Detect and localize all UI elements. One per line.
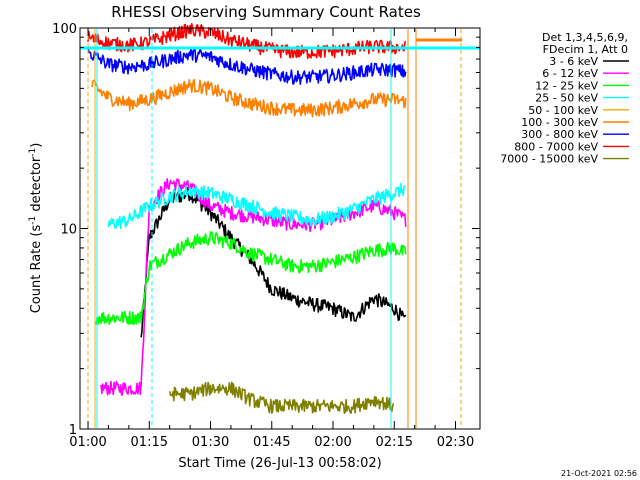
x-axis: 01:00 01:15 01:30 01:45 02:00 02:15 02:30 xyxy=(69,28,474,450)
series-3-line xyxy=(107,182,406,230)
y-tick-label-0: 1 xyxy=(69,423,77,438)
x-tick-label-0: 01:00 xyxy=(69,435,106,450)
marker-lines xyxy=(80,29,480,428)
plot-frame xyxy=(79,27,481,430)
y-tick-label-2: 100 xyxy=(52,22,77,37)
chart-title: RHESSI Observing Summary Count Rates xyxy=(111,3,421,21)
series-2-line xyxy=(95,231,407,326)
legend-entry-2: 12 - 25 keV xyxy=(535,79,598,92)
x-tick-label-6: 02:30 xyxy=(437,435,474,450)
x-tick-label-2: 01:30 xyxy=(192,435,229,450)
legend-header-1: FDecim 1, Att 0 xyxy=(543,43,628,56)
y-axis: 1 10 100 xyxy=(52,22,480,438)
y-axis-label-end: ) xyxy=(29,143,44,148)
series-7-line xyxy=(87,22,407,60)
x-tick-label-5: 02:15 xyxy=(376,435,413,450)
y-axis-label-sup2: -1 xyxy=(28,148,38,157)
x-tick-label-1: 01:15 xyxy=(131,435,168,450)
legend-entry-1: 6 - 12 keV xyxy=(542,67,598,80)
x-tick-label-3: 01:45 xyxy=(253,435,290,450)
series-8-line xyxy=(168,381,395,415)
legend-entry-7: 800 - 7000 keV xyxy=(514,140,598,153)
y-axis-label-main: Count Rate (s xyxy=(29,225,44,314)
legend-entry-8: 7000 - 15000 keV xyxy=(500,153,598,166)
legend-header-0: Det 1,3,4,5,6,9, xyxy=(542,31,628,44)
y-axis-label-tail: detector xyxy=(29,156,44,216)
series-6-line xyxy=(87,47,407,85)
legend: Det 1,3,4,5,6,9,FDecim 1, Att 03 - 6 keV… xyxy=(500,31,629,166)
y-axis-label-sup1: -1 xyxy=(28,216,38,225)
series-layer xyxy=(87,22,407,415)
legend-entry-0: 3 - 6 keV xyxy=(549,55,598,68)
legend-entry-5: 100 - 300 keV xyxy=(521,116,598,129)
series-0-line xyxy=(140,187,407,338)
legend-entry-6: 300 - 800 keV xyxy=(521,128,598,141)
x-axis-label: Start Time (26-Jul-13 00:58:02) xyxy=(178,456,381,471)
timestamp: 21-Oct-2021 02:56 xyxy=(561,469,637,478)
series-5-line xyxy=(91,78,407,118)
x-tick-label-4: 02:00 xyxy=(314,435,351,450)
legend-entry-4: 50 - 100 keV xyxy=(528,104,598,117)
legend-entry-3: 25 - 50 keV xyxy=(535,92,598,105)
y-axis-label: Count Rate (s-1 detector-1) xyxy=(28,143,44,314)
y-tick-label-1: 10 xyxy=(60,223,77,238)
